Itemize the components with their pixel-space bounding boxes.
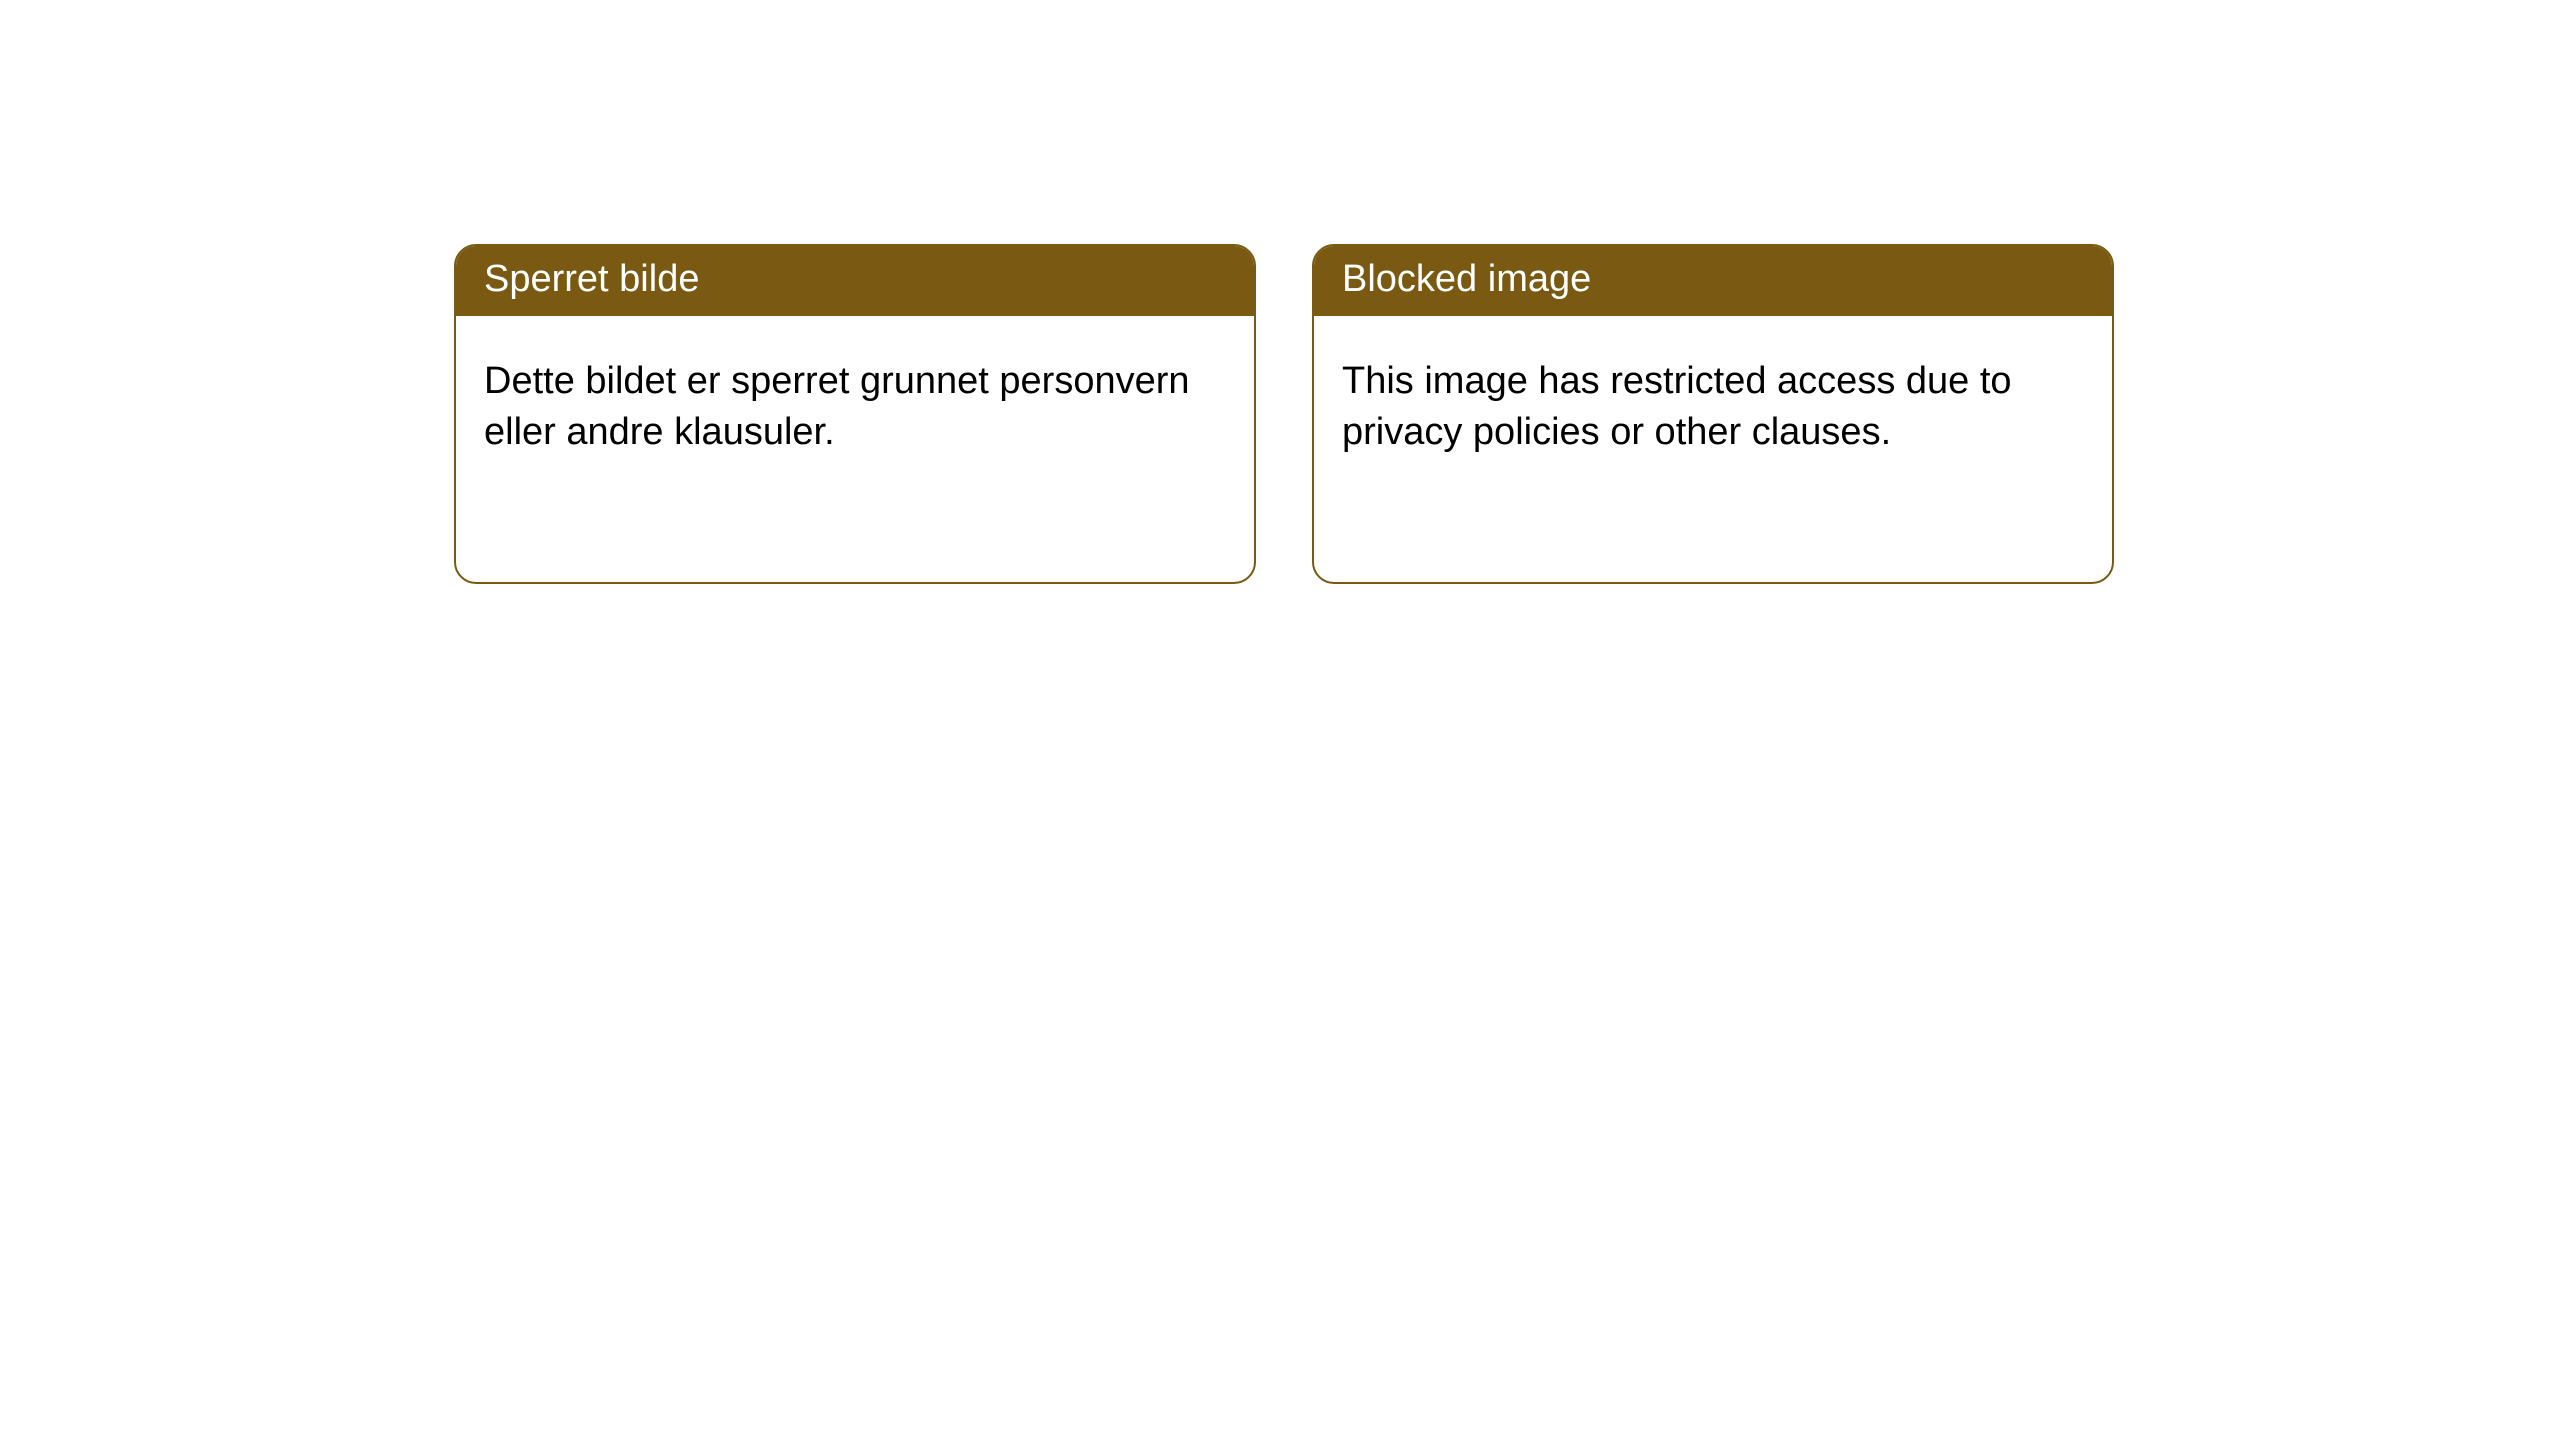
blocked-image-card-en: Blocked image This image has restricted … bbox=[1312, 244, 2114, 584]
card-body: Dette bildet er sperret grunnet personve… bbox=[456, 316, 1254, 483]
notice-container: Sperret bilde Dette bildet er sperret gr… bbox=[0, 0, 2560, 584]
card-header: Sperret bilde bbox=[456, 246, 1254, 316]
card-header: Blocked image bbox=[1314, 246, 2112, 316]
card-body: This image has restricted access due to … bbox=[1314, 316, 2112, 483]
blocked-image-card-no: Sperret bilde Dette bildet er sperret gr… bbox=[454, 244, 1256, 584]
